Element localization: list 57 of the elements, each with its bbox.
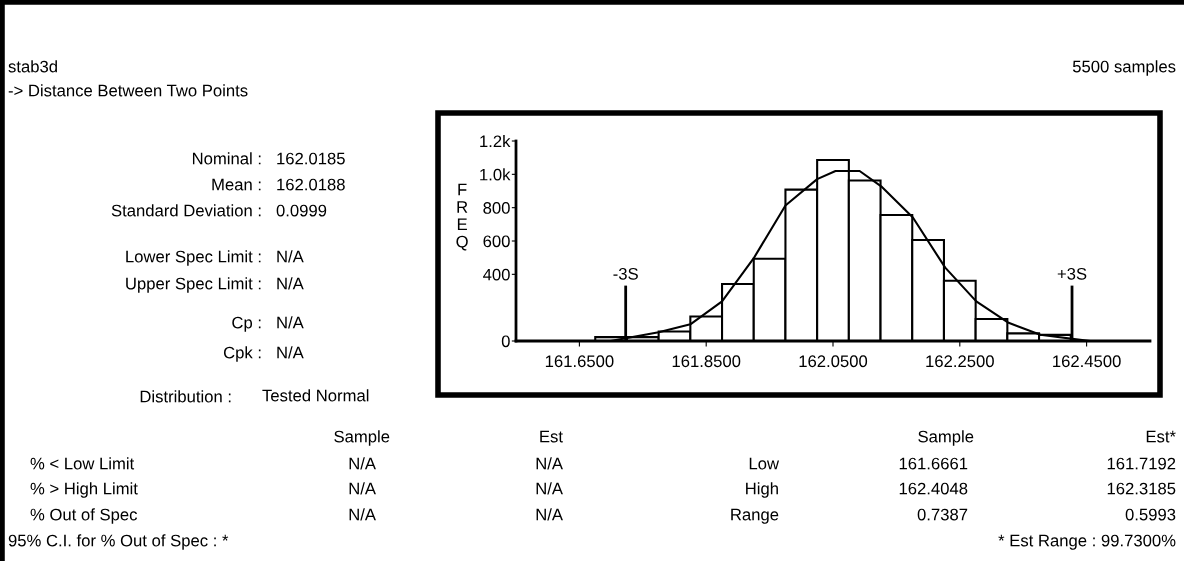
y-tick-label: 0 [501, 335, 510, 348]
text: % < Low Limit [30, 457, 135, 470]
x-tick-label: 162.4500 [1053, 355, 1121, 368]
text: Mean : [212, 178, 261, 191]
text: 5500 samples [1072, 60, 1176, 76]
ref-line-label: +3S [1057, 267, 1087, 280]
y-axis-title: FREQ [456, 183, 468, 251]
text: stab3d [8, 60, 57, 73]
y-tick-label: 400 [483, 268, 510, 281]
text: High [746, 482, 778, 498]
ref-line-label: -3S [613, 267, 638, 280]
text: % Out of Spec [30, 508, 138, 524]
text: Sample [334, 430, 390, 446]
text: N/A [536, 508, 563, 521]
text: Est [540, 430, 563, 443]
text: N/A [349, 508, 376, 521]
text: 162.4048 [899, 482, 968, 495]
text: Sample [918, 430, 974, 446]
x-tick-label: 162.2500 [926, 355, 994, 368]
text: Lower Spec Limit : [126, 250, 261, 266]
text: * Est Range : 99.7300% [998, 534, 1176, 550]
text: Est* [1146, 430, 1176, 443]
y-tick-label: 1.2k [480, 134, 511, 148]
text: N/A [277, 316, 304, 329]
y-tick-label: 800 [483, 202, 510, 214]
y-tick-label: 600 [483, 235, 510, 248]
text: N/A [536, 457, 563, 470]
text: 162.3185 [1107, 482, 1176, 495]
text: Cpk : [223, 346, 261, 362]
x-tick-label: 162.0500 [799, 355, 868, 368]
text: 95% C.I. for % Out of Spec : * [8, 534, 229, 550]
text: Range [731, 508, 779, 524]
text: 0.0999 [276, 204, 327, 217]
text: 0.5993 [1125, 508, 1176, 521]
text: 162.0185 [277, 152, 345, 165]
text: Tested Normal [262, 389, 369, 402]
text: N/A [277, 250, 304, 263]
text: 161.7192 [1107, 457, 1176, 470]
x-tick-label: 161.6500 [545, 355, 614, 368]
text: % > High Limit [30, 482, 138, 498]
text: N/A [349, 457, 376, 470]
text: Cp : [232, 316, 261, 332]
y-tick-label: 1.0k [480, 168, 511, 181]
text: Standard Deviation : [111, 204, 261, 217]
text: N/A [536, 482, 563, 495]
text: N/A [277, 277, 304, 290]
text: 0.7387 [917, 508, 968, 521]
text: Nominal : [192, 152, 261, 165]
text: -> Distance Between Two Points [8, 84, 248, 97]
text: Distribution : [140, 390, 231, 403]
text: 162.0188 [277, 178, 345, 191]
text: 161.6661 [899, 457, 968, 470]
text: Upper Spec Limit : [126, 277, 261, 293]
text: N/A [277, 346, 304, 359]
x-tick-label: 161.8500 [672, 355, 741, 368]
text: N/A [349, 482, 376, 495]
text: Low [749, 457, 780, 470]
